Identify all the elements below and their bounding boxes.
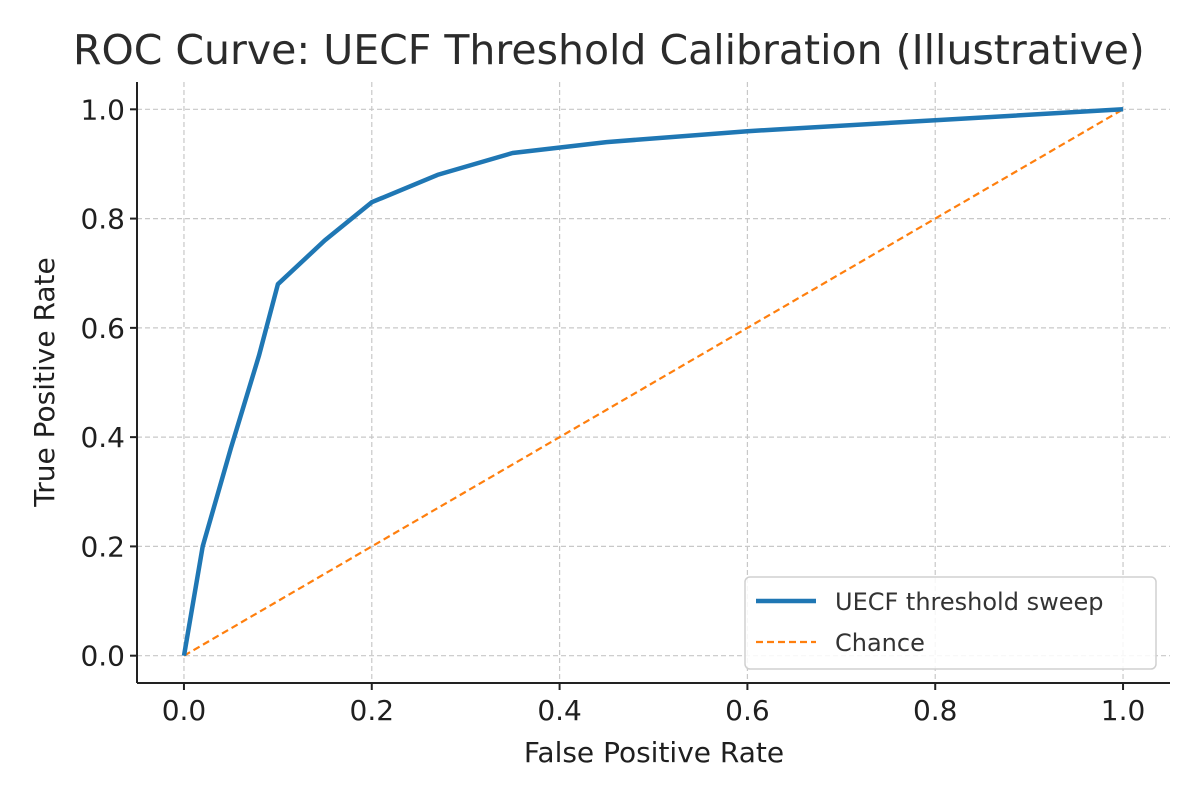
legend: UECF threshold sweep Chance [744, 576, 1157, 670]
legend-label-uecf: UECF threshold sweep [835, 588, 1103, 616]
legend-label-chance: Chance [835, 629, 925, 657]
grid-layer [137, 82, 1170, 683]
x-tick-label: 0.4 [537, 694, 582, 727]
y-tick-label: 0.6 [80, 312, 125, 345]
x-axis-label: False Positive Rate [524, 736, 784, 769]
series-line-uecf [181, 107, 1124, 657]
ticks-layer: 0.0 0.2 0.4 0.6 0.8 1.0 0.0 0.2 0.4 0.6 0.8 1.0 [80, 93, 1145, 727]
x-tick-label: 0.0 [162, 694, 207, 727]
series-line-chance [183, 108, 1124, 657]
x-tick-label: 0.6 [725, 694, 770, 727]
x-tick-label: 1.0 [1101, 694, 1146, 727]
x-tick-label: 0.2 [350, 694, 395, 727]
chart-title: ROC Curve: UECF Threshold Calibration (I… [73, 26, 1145, 74]
y-tick-label: 1.0 [80, 93, 125, 126]
y-tick-label: 0.2 [80, 530, 125, 563]
legend-box [744, 576, 1157, 670]
y-tick-label: 0.0 [80, 640, 125, 673]
y-tick-label: 0.4 [80, 421, 125, 454]
y-axis-label: True Positive Rate [28, 257, 61, 507]
x-tick-label: 0.8 [913, 694, 958, 727]
y-tick-label: 0.8 [80, 203, 125, 236]
series-layer [181, 107, 1124, 657]
axes-layer [136, 82, 1170, 684]
